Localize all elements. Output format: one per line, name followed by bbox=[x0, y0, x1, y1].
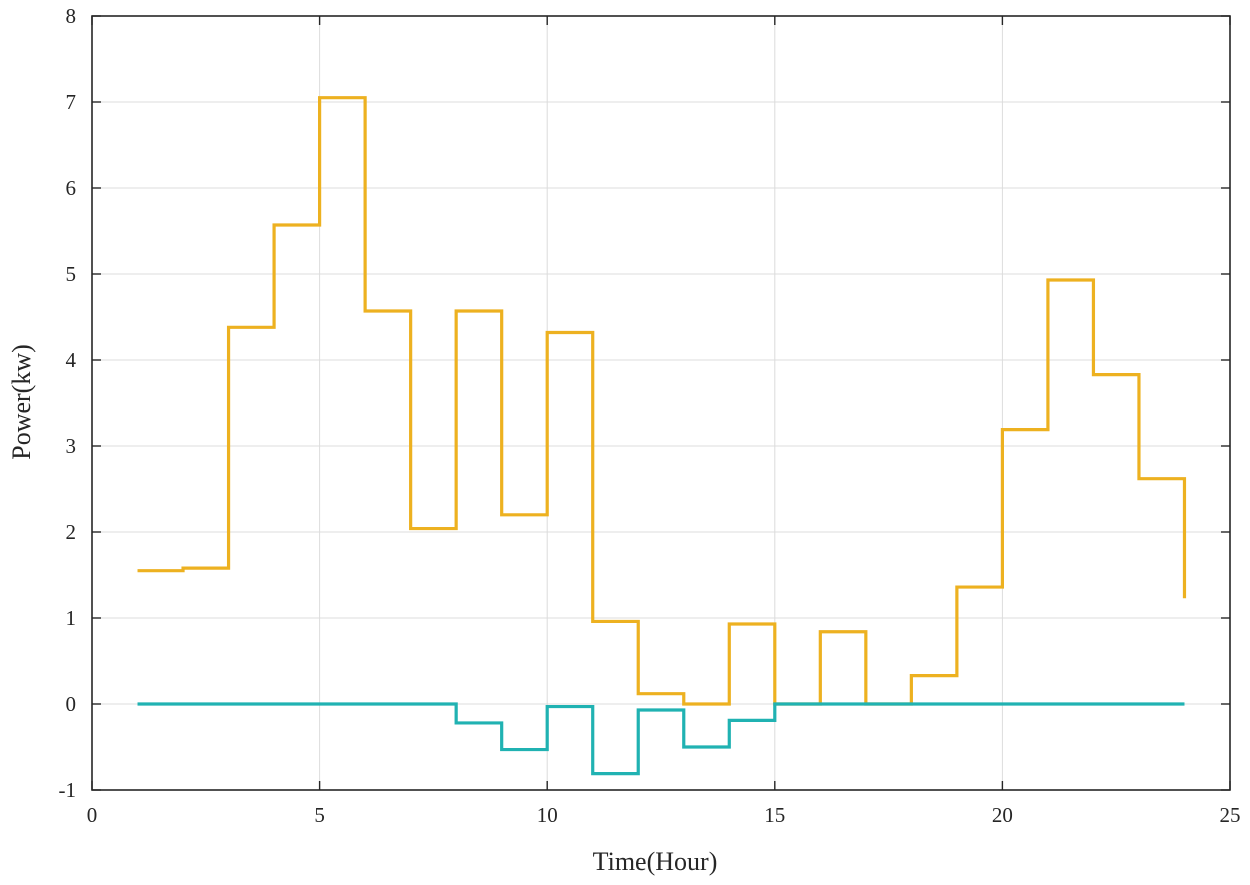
x-tick-labels: 0 5 10 15 20 25 bbox=[87, 803, 1241, 827]
plot-frame bbox=[91, 15, 1231, 791]
tick-marks bbox=[91, 15, 1231, 791]
x-tick-label: 25 bbox=[1220, 803, 1241, 827]
y-axis-title: Power(kw) bbox=[7, 344, 36, 460]
y-tick-label: -1 bbox=[59, 778, 77, 802]
series-line-1 bbox=[137, 96, 1187, 706]
y-tick-label: 4 bbox=[66, 348, 77, 372]
x-axis-title: Time(Hour) bbox=[593, 847, 718, 876]
x-tick-label: 15 bbox=[764, 803, 785, 827]
y-tick-label: 5 bbox=[66, 262, 77, 286]
y-tick-labels: -1 0 1 2 3 4 5 6 7 8 bbox=[59, 4, 77, 802]
y-tick-label: 3 bbox=[66, 434, 77, 458]
y-tick-label: 7 bbox=[66, 90, 77, 114]
series-layer bbox=[137, 96, 1187, 776]
series-line-2 bbox=[137, 702, 1185, 776]
y-tick-label: 0 bbox=[66, 692, 77, 716]
x-tick-label: 20 bbox=[992, 803, 1013, 827]
y-tick-label: 1 bbox=[66, 606, 77, 630]
x-tick-label: 10 bbox=[537, 803, 558, 827]
y-tick-label: 6 bbox=[66, 176, 77, 200]
y-tick-label: 8 bbox=[66, 4, 77, 28]
x-tick-label: 5 bbox=[314, 803, 325, 827]
x-tick-label: 0 bbox=[87, 803, 98, 827]
y-tick-label: 2 bbox=[66, 520, 77, 544]
grid bbox=[91, 15, 1231, 791]
